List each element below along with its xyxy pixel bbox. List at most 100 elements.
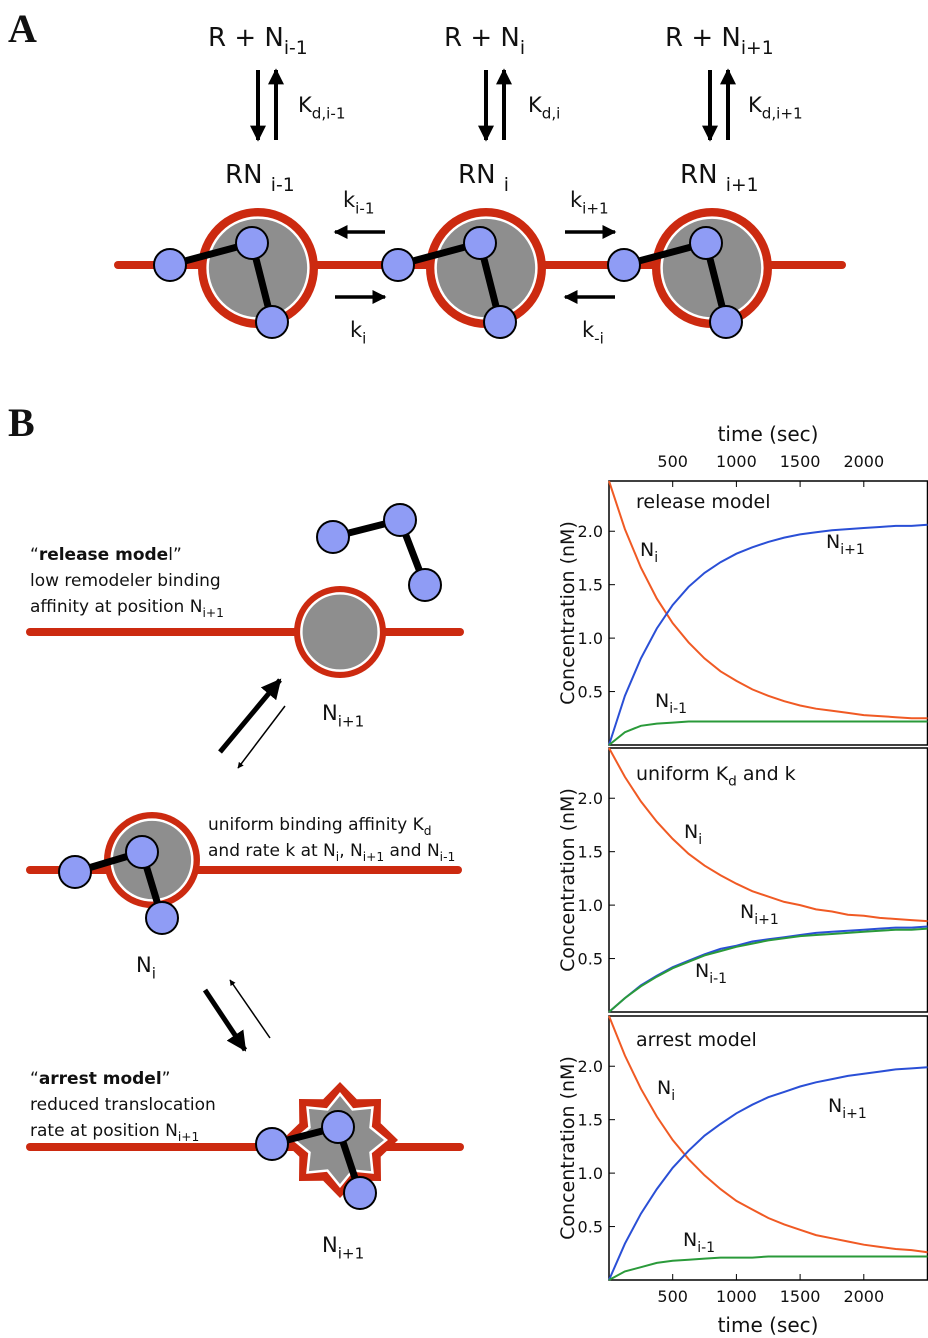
series-label: Ni-1	[695, 960, 727, 987]
subscript: i+1	[363, 850, 384, 864]
data-line	[608, 747, 928, 923]
y-tick-label: 0.5	[578, 1218, 603, 1237]
series-name: N	[828, 1095, 842, 1117]
model-text: “release model”	[30, 545, 182, 565]
constant-label: Kd,i	[528, 93, 560, 122]
y-axis-label: Concentration (nM)	[557, 1056, 579, 1240]
series-label: Ni	[640, 539, 658, 566]
subscript: i+1	[842, 1106, 867, 1122]
y-tick-label: 0.5	[578, 683, 603, 702]
text-run: “	[30, 545, 39, 565]
subscript: -i	[594, 329, 604, 347]
subscript: d	[728, 774, 737, 790]
subscript: i+1	[338, 1244, 364, 1262]
subscript: d,i-1	[312, 104, 346, 122]
remodeler-domain	[709, 305, 743, 339]
text-run: , N	[339, 841, 363, 861]
y-tick-label: 1.0	[578, 629, 603, 648]
remodeler-domain	[255, 305, 289, 339]
text-run: reduced translocation	[30, 1095, 216, 1115]
y-tick-label: 1.0	[578, 1164, 603, 1183]
remodeler-domain	[483, 305, 517, 339]
series-label: Ni	[684, 821, 702, 848]
text-run: K	[748, 93, 763, 117]
complex-label: RN i	[458, 160, 509, 196]
plot-frame	[608, 1015, 928, 1281]
arrow	[237, 705, 286, 769]
model-text: uniform binding affinity Kd	[208, 815, 432, 838]
arrow	[218, 678, 282, 754]
text-run: l”	[168, 545, 182, 565]
remodeler-domain	[235, 226, 269, 260]
series-label: Ni-1	[683, 1229, 715, 1256]
series-name: N	[657, 1077, 671, 1099]
x-axis-label: time (sec)	[718, 422, 819, 446]
nucleosome-core	[300, 592, 380, 672]
arrow	[202, 988, 248, 1052]
text-run: and N	[384, 841, 440, 861]
text-run: N	[322, 701, 338, 725]
text-run: k	[570, 188, 583, 212]
rate-label: ki	[350, 318, 366, 347]
subscript: i+1	[582, 199, 608, 217]
text-run: and k	[737, 763, 796, 785]
text-run: RN	[225, 160, 271, 190]
subscript: i+1	[338, 712, 364, 730]
model-text: “arrest model”	[30, 1069, 170, 1089]
x-tick-label: 1000	[716, 452, 757, 471]
remodeler-domain	[463, 226, 497, 260]
subscript: i	[336, 850, 339, 864]
remodeler-domain	[58, 855, 92, 889]
y-axis-label: Concentration (nM)	[557, 788, 579, 972]
x-tick-label: 1500	[780, 1287, 821, 1306]
rate-label: ki-1	[343, 188, 374, 217]
text-run: low remodeler binding	[30, 571, 221, 591]
series-label: Ni+1	[826, 531, 865, 558]
text-run: RN	[458, 160, 504, 190]
remodeler-domain	[316, 520, 350, 554]
y-tick-label: 2.0	[578, 789, 603, 808]
data-line	[608, 480, 928, 720]
remodeler-domain	[383, 503, 417, 537]
subscript: i	[671, 1088, 675, 1104]
text-run: N	[136, 953, 152, 977]
reaction-label: R + Ni-1	[208, 23, 308, 59]
remodeler-domain	[125, 835, 159, 869]
series-name: N	[826, 531, 840, 553]
subscript: i	[362, 329, 366, 347]
text-run: and rate k at N	[208, 841, 336, 861]
constant-label: Kd,i+1	[748, 93, 803, 122]
text-run: “	[30, 1069, 39, 1089]
y-tick-label: 1.5	[578, 576, 603, 595]
x-tick-label: 2000	[843, 452, 884, 471]
text-run: K	[298, 93, 313, 117]
subscript: i-1	[697, 1240, 715, 1256]
x-axis-label: time (sec)	[718, 1313, 819, 1337]
series-name: N	[655, 690, 669, 712]
text-run: R + N	[665, 23, 741, 53]
data-line	[608, 1255, 928, 1281]
remodeler-domain	[343, 1176, 377, 1210]
x-tick-label: 1000	[716, 1287, 757, 1306]
subscript: d,i+1	[762, 104, 803, 122]
text-run: R + N	[208, 23, 284, 53]
text-run: k	[582, 318, 595, 342]
text-run: K	[528, 93, 543, 117]
subscript: i+1	[726, 175, 759, 196]
text-run: arrest model	[39, 1069, 162, 1089]
reaction-label: R + Ni	[444, 23, 525, 59]
subscript: i-1	[355, 199, 374, 217]
subscript: i+1	[840, 542, 865, 558]
remodeler-domain	[255, 1127, 289, 1161]
rate-label: ki+1	[570, 188, 609, 217]
x-tick-label: 500	[657, 452, 688, 471]
text-run: ”	[162, 1069, 171, 1089]
model-text: rate at position Ni+1	[30, 1121, 199, 1144]
text-run: N	[322, 1233, 338, 1257]
series-label: Ni+1	[828, 1095, 867, 1122]
y-tick-label: 1.5	[578, 1111, 603, 1130]
panel-label: A	[8, 6, 37, 51]
model-text: and rate k at Ni, Ni+1 and Ni-1	[208, 841, 455, 864]
remodeler-domain	[408, 568, 442, 602]
